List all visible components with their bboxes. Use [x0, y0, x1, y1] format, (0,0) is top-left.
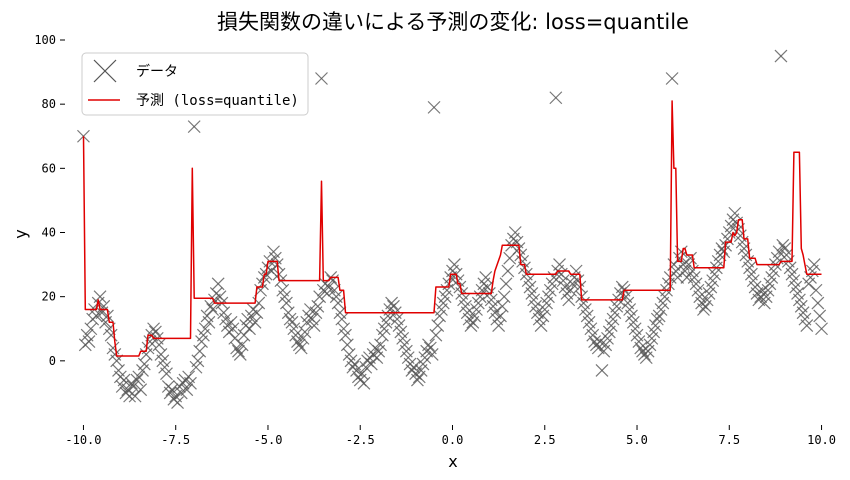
data-point [187, 120, 201, 134]
prediction-line [82, 100, 822, 357]
data-point [160, 367, 173, 381]
data-point [252, 296, 266, 310]
data-point [198, 322, 212, 336]
data-point [211, 277, 225, 291]
data-point [756, 283, 769, 297]
data-point [549, 91, 563, 105]
data-point [202, 315, 216, 329]
data-point [815, 322, 828, 336]
data-point [650, 312, 664, 326]
y-tick-label: 20 [42, 290, 56, 304]
data-point [307, 319, 321, 332]
x-tick-label: -10.0 [65, 433, 101, 447]
data-point [665, 72, 679, 85]
data-point [171, 396, 184, 409]
y-axis-label: y [11, 229, 30, 238]
data-point [813, 309, 827, 323]
y-tick-label: 40 [42, 226, 56, 240]
data-point [425, 347, 439, 361]
prediction-series [82, 100, 822, 357]
data-point [117, 373, 131, 387]
data-point [800, 319, 814, 332]
data-point [774, 49, 788, 63]
data-point [147, 322, 160, 336]
x-tick-label: 2.5 [534, 433, 556, 447]
data-point [292, 338, 306, 352]
data-point [77, 129, 90, 143]
data-point [811, 296, 825, 310]
x-tick-label: 10.0 [807, 433, 836, 447]
legend-box [81, 52, 309, 116]
data-point [385, 296, 399, 310]
x-tick-label: -5.0 [254, 433, 283, 447]
x-tick-label: 0.0 [442, 433, 464, 447]
data-point [357, 376, 371, 390]
data-point [464, 319, 478, 332]
x-tick-label: -7.5 [161, 433, 190, 447]
legend: データ 予測 (loss=quantile) [81, 52, 309, 116]
data-point [411, 373, 424, 387]
x-tick-label: 7.5 [718, 433, 740, 447]
chart-title: 損失関数の違いによる予測の変化: loss=quantile [217, 10, 689, 34]
x-axis-ticks: -10.0 -7.5 -5.0 -2.5 0.0 2.5 5.0 7.5 10.0 [65, 425, 836, 447]
data-point [184, 376, 197, 390]
y-axis-ticks: 0 20 40 60 80 100 [34, 33, 65, 368]
data-point [82, 335, 96, 349]
data-point [497, 290, 511, 304]
data-point [232, 344, 245, 358]
legend-marker-x-icon [93, 59, 117, 83]
legend-label-data: データ [136, 63, 178, 80]
data-point [636, 344, 649, 358]
data-point [176, 376, 190, 390]
data-point [595, 364, 609, 377]
data-point [809, 283, 823, 297]
data-point [243, 322, 256, 336]
x-tick-label: 5.0 [626, 433, 648, 447]
data-point [101, 309, 114, 323]
x-axis-label: x [448, 452, 457, 471]
data-point [776, 238, 790, 252]
data-point [422, 338, 435, 352]
data-point [634, 341, 648, 355]
data-point [128, 389, 142, 403]
data-point [807, 258, 821, 272]
data-point [93, 290, 107, 304]
data-point [671, 270, 685, 284]
y-tick-label: 80 [42, 97, 56, 111]
data-point [697, 303, 710, 316]
y-tick-label: 0 [49, 354, 56, 368]
data-point [501, 264, 515, 278]
legend-label-prediction: 予測 (loss=quantile) [136, 93, 299, 109]
data-point [283, 312, 297, 326]
title-layer: 損失関数の違いによる予測の変化: loss=quantile [217, 10, 689, 34]
data-point [132, 370, 146, 384]
data-point [427, 100, 441, 114]
data-point [547, 270, 561, 284]
y-tick-label: 60 [42, 161, 56, 175]
x-tick-label: -2.5 [346, 433, 375, 447]
data-point [499, 277, 513, 291]
data-point [315, 72, 328, 85]
data-point [180, 383, 194, 397]
data-point [134, 383, 148, 397]
y-tick-label: 100 [34, 33, 56, 47]
data-point [130, 373, 144, 387]
data-point [123, 389, 137, 403]
